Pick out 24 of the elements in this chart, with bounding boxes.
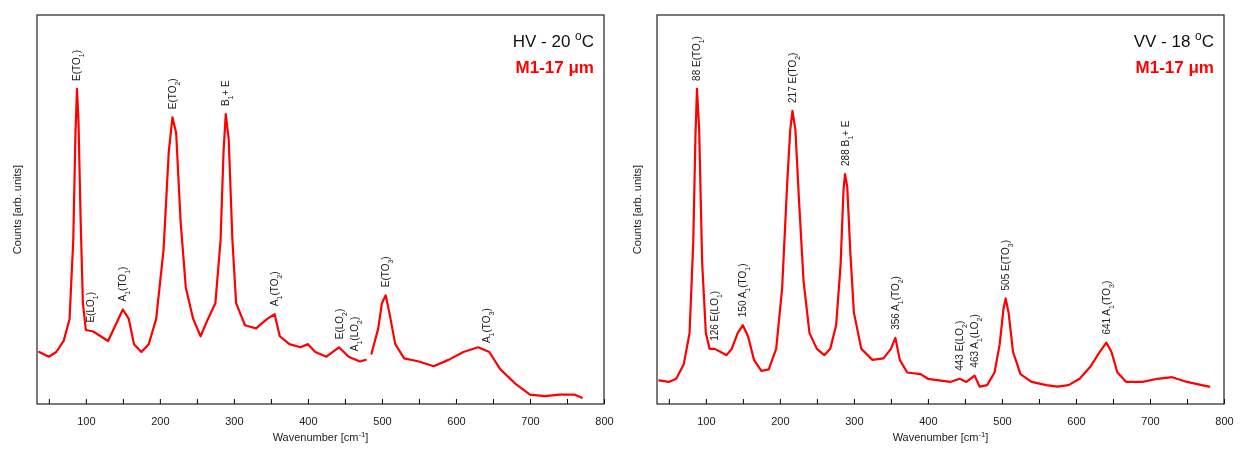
x-tick-label: 200 [151,414,170,427]
chart-title: VV - 18 $^{o}$C [1133,29,1214,51]
x-tick-label: 800 [1215,414,1234,427]
x-tick-label: 500 [993,414,1012,427]
x-tick-label: 100 [697,414,716,427]
y-axis-title: Counts [arb. units] [11,164,23,255]
x-tick-label: 600 [1067,414,1086,427]
y-axis-title: Counts [arb. units] [631,164,643,255]
x-tick-label: 200 [771,414,790,427]
text: M1-17 μm [515,58,594,77]
x-tick-label: 600 [447,414,466,427]
x-tick-label: 300 [845,414,864,427]
x-tick-label: 700 [521,414,540,427]
x-axis-title: Wavenumber [cm$^{-1}$] [272,429,369,443]
x-tick-label: 400 [299,414,318,427]
x-axis-title: Wavenumber [cm$^{-1}$] [892,429,989,443]
x-tick-label: 500 [373,414,392,427]
x-tick-label: 100 [77,414,96,427]
x-tick-label: 700 [1141,414,1160,427]
chart-title: HV - 20 $^{o}$C [512,29,594,51]
x-tick-label: 300 [225,414,244,427]
text: M1-17 μm [1135,58,1214,77]
x-tick-label: 800 [595,414,614,427]
x-tick-label: 400 [919,414,938,427]
